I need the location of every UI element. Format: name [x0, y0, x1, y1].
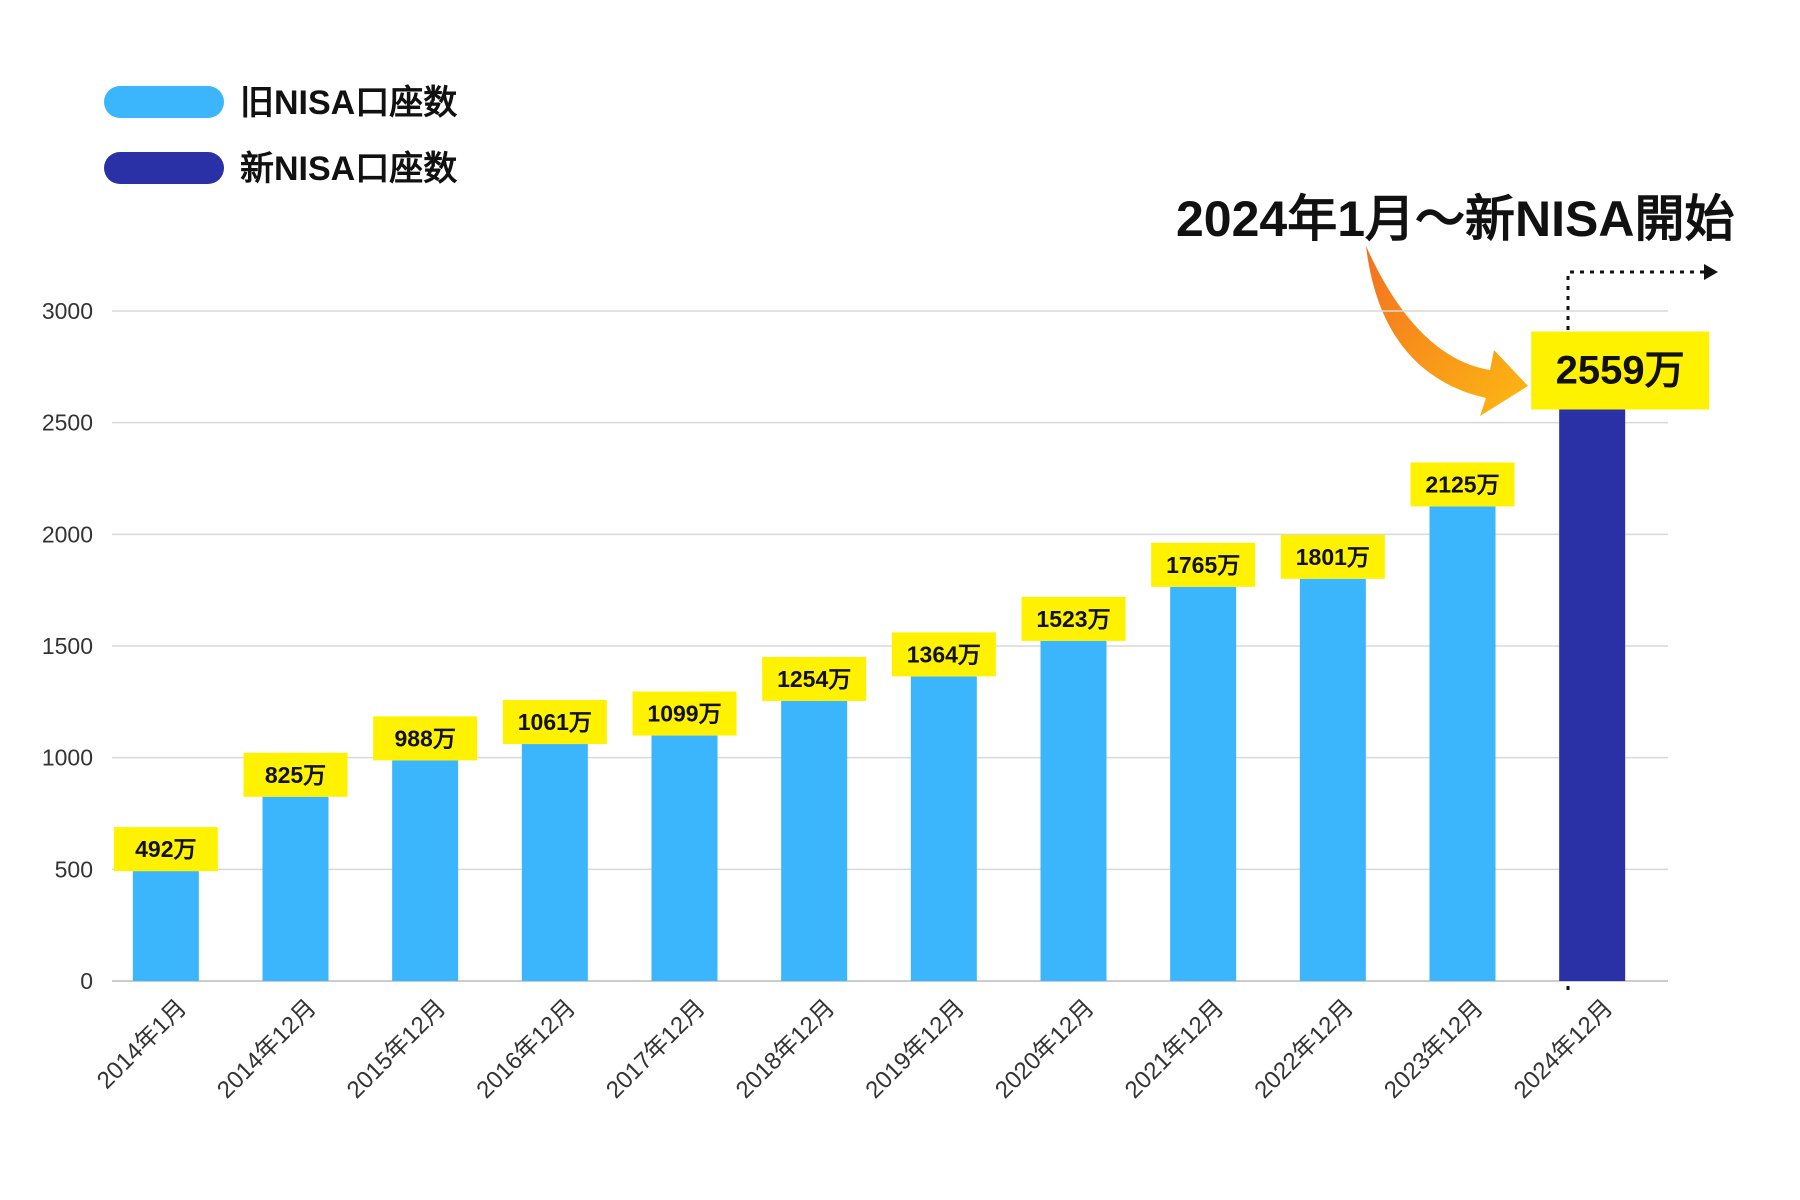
x-tick-label: 2023年12月	[1379, 994, 1489, 1104]
data-label: 1765万	[1166, 552, 1240, 578]
data-label: 1364万	[907, 641, 981, 667]
data-label-box	[373, 716, 478, 761]
bar-old-nisa	[392, 760, 459, 981]
bar-new-nisa	[1559, 409, 1626, 981]
y-tick-label: 2500	[42, 410, 93, 436]
legend: 旧NISA口座数 新NISA口座数	[104, 84, 457, 188]
bar-old-nisa	[1299, 578, 1366, 981]
data-label: 2559万	[1556, 348, 1685, 392]
data-label: 825万	[265, 762, 326, 788]
x-tick-label: 2015年12月	[342, 994, 452, 1104]
data-label: 1254万	[777, 666, 851, 692]
data-label-box	[1151, 542, 1256, 587]
legend-label-new-nisa: 新NISA口座数	[240, 150, 457, 188]
x-tick-label: 2021年12月	[1120, 994, 1230, 1104]
x-tick-label: 2014年12月	[212, 994, 322, 1104]
bar-old-nisa	[910, 676, 977, 981]
data-label: 988万	[394, 725, 455, 751]
annotation-arrow	[1366, 246, 1528, 416]
y-tick-label: 2000	[42, 521, 93, 547]
x-tick-label: 2017年12月	[601, 994, 711, 1104]
data-label-box	[113, 827, 218, 872]
bar-old-nisa	[262, 796, 329, 981]
bar-old-nisa	[1429, 506, 1496, 981]
bar-old-nisa	[781, 700, 848, 981]
x-tick-label: 2018年12月	[731, 994, 841, 1104]
x-tick-label: 2019年12月	[860, 994, 970, 1104]
data-label-box	[1410, 462, 1515, 507]
data-label-box	[891, 632, 996, 677]
separator-dotted-line	[1566, 264, 1718, 990]
data-label: 1061万	[518, 709, 592, 735]
x-tick-label: 2022年12月	[1249, 994, 1359, 1104]
data-label-box	[502, 700, 607, 745]
data-label-box	[1280, 534, 1385, 579]
legend-swatch-old-nisa	[104, 86, 224, 118]
legend-label-old-nisa: 旧NISA口座数	[240, 84, 457, 122]
x-tick-label: 2020年12月	[990, 994, 1100, 1104]
x-tick-label: 2016年12月	[471, 994, 581, 1104]
y-tick-label: 1500	[42, 633, 93, 659]
bar-old-nisa	[1040, 640, 1107, 981]
bars	[132, 409, 1626, 981]
annotation-new-nisa-start: 2024年1月～新NISA開始	[1176, 191, 1735, 247]
x-tick-label: 2024年12月	[1509, 994, 1619, 1104]
bar-old-nisa	[1170, 586, 1237, 981]
data-label-box	[1531, 331, 1710, 410]
data-label: 1801万	[1296, 544, 1370, 570]
data-label: 1523万	[1036, 606, 1110, 632]
data-label-box	[243, 752, 348, 797]
y-tick-label: 1000	[42, 745, 93, 771]
y-tick-label: 0	[80, 968, 93, 994]
y-axis: 0 500 1000 1500 2000 2500 3000	[42, 298, 93, 994]
data-label: 2125万	[1425, 471, 1499, 497]
data-label: 1099万	[647, 701, 721, 727]
y-tick-label: 3000	[42, 298, 93, 324]
bar-old-nisa	[651, 735, 718, 981]
bar-old-nisa	[521, 744, 588, 981]
x-tick-label: 2014年1月	[92, 994, 192, 1094]
data-label: 492万	[135, 836, 196, 862]
data-labels: 492万 825万 988万 1061万 1099万 1254万 1364万 1523万 176…	[113, 331, 1710, 872]
data-label-box	[1021, 596, 1126, 641]
gridlines	[112, 310, 1668, 982]
legend-swatch-new-nisa	[104, 152, 224, 184]
x-axis: 2014年1月 2014年12月 2015年12月 2016年12月 2017年12月 2…	[92, 994, 1619, 1104]
bar-old-nisa	[132, 871, 199, 981]
data-label-box	[762, 656, 867, 701]
data-label-box	[632, 691, 737, 736]
y-tick-label: 500	[55, 856, 93, 882]
